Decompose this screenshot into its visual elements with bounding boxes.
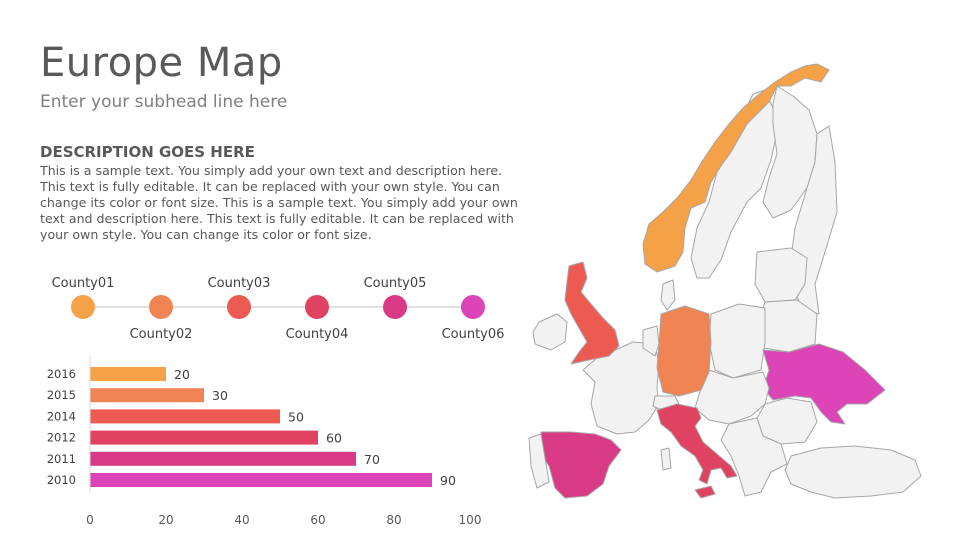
timeline-label: County01 (52, 276, 115, 291)
timeline-label: County06 (442, 327, 505, 342)
bar (90, 430, 318, 445)
map-germany (656, 305, 712, 397)
bar-value-label: 90 (440, 473, 456, 488)
map-italy (656, 403, 738, 485)
description-body: This is a sample text. You simply add yo… (40, 163, 518, 242)
map-portugal (528, 433, 550, 489)
timeline-label: County05 (364, 276, 427, 291)
bar (90, 409, 280, 424)
map-balkans (720, 417, 788, 497)
map-norway (642, 63, 830, 273)
bar-value-label: 60 (326, 431, 342, 446)
timeline-dot (227, 295, 251, 319)
bar-value-label: 20 (174, 367, 190, 382)
x-tick-label: 0 (86, 513, 94, 524)
timeline-dot (461, 295, 485, 319)
map-poland (708, 303, 766, 379)
timeline-label: County02 (130, 327, 193, 342)
bar-value-label: 70 (364, 452, 380, 467)
slide-title: Europe Map (40, 40, 283, 86)
timeline-label: County04 (286, 327, 349, 342)
x-tick-label: 40 (234, 513, 249, 524)
map-spain (540, 431, 622, 499)
map-ireland (532, 313, 568, 351)
map-turkey (784, 445, 922, 499)
bar-category-label: 2011 (47, 452, 76, 466)
timeline-label: County03 (208, 276, 271, 291)
bar-category-label: 2016 (47, 367, 76, 381)
slide-subtitle: Enter your subhead line here (40, 92, 288, 112)
map-finland (762, 85, 818, 219)
county-timeline: County01 County02 County03 County04 County05… (52, 276, 505, 342)
bar-category-label: 2014 (47, 409, 76, 423)
timeline-dot (71, 295, 95, 319)
bar (90, 473, 432, 487)
map-central-europe (694, 369, 770, 425)
x-tick-label: 20 (158, 513, 173, 524)
bar (90, 367, 166, 381)
map-sardinia (660, 447, 672, 471)
map-belarus (756, 299, 818, 353)
map-baltics (754, 247, 808, 303)
bar (90, 451, 356, 466)
bar-category-label: 2010 (47, 473, 76, 487)
map-sicily (694, 485, 716, 499)
bar (90, 388, 204, 403)
x-tick-label: 80 (386, 513, 401, 524)
description-heading: DESCRIPTION GOES HERE (40, 143, 255, 161)
timeline-dot (383, 295, 407, 319)
timeline-dot (305, 295, 329, 319)
europe-map (528, 63, 922, 499)
bar-value-label: 30 (212, 388, 228, 403)
bar-value-label: 50 (288, 409, 304, 424)
timeline-dot (149, 295, 173, 319)
map-united-kingdom (564, 261, 620, 365)
x-tick-label: 60 (310, 513, 325, 524)
bar-chart: 2016 2015 2014 2012 2011 2010 20 30 50 60 70 90 0 2… (47, 356, 482, 524)
map-ukraine (762, 343, 886, 425)
bar-category-label: 2012 (47, 431, 76, 445)
bar-category-label: 2015 (47, 388, 76, 402)
map-denmark (660, 279, 676, 311)
map-benelux (642, 325, 660, 357)
x-tick-label: 100 (459, 513, 482, 524)
